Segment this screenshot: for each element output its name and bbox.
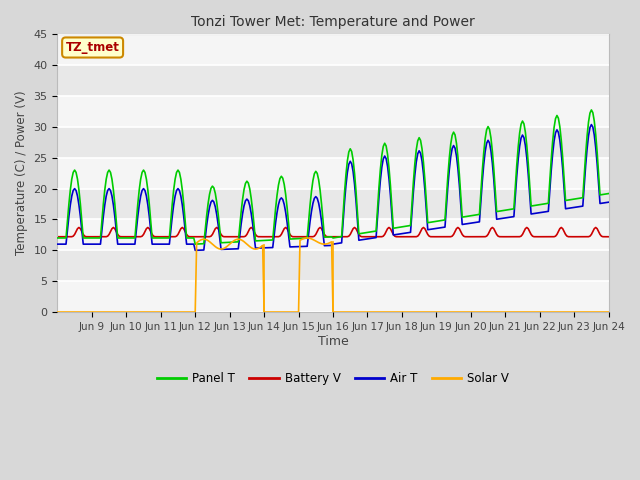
Title: Tonzi Tower Met: Temperature and Power: Tonzi Tower Met: Temperature and Power — [191, 15, 475, 29]
Text: TZ_tmet: TZ_tmet — [66, 41, 120, 54]
Bar — [58, 65, 609, 96]
X-axis label: Time: Time — [317, 335, 348, 348]
Bar — [58, 250, 609, 281]
Y-axis label: Temperature (C) / Power (V): Temperature (C) / Power (V) — [15, 91, 28, 255]
Bar — [58, 189, 609, 219]
Legend: Panel T, Battery V, Air T, Solar V: Panel T, Battery V, Air T, Solar V — [152, 367, 514, 389]
Bar — [58, 127, 609, 158]
